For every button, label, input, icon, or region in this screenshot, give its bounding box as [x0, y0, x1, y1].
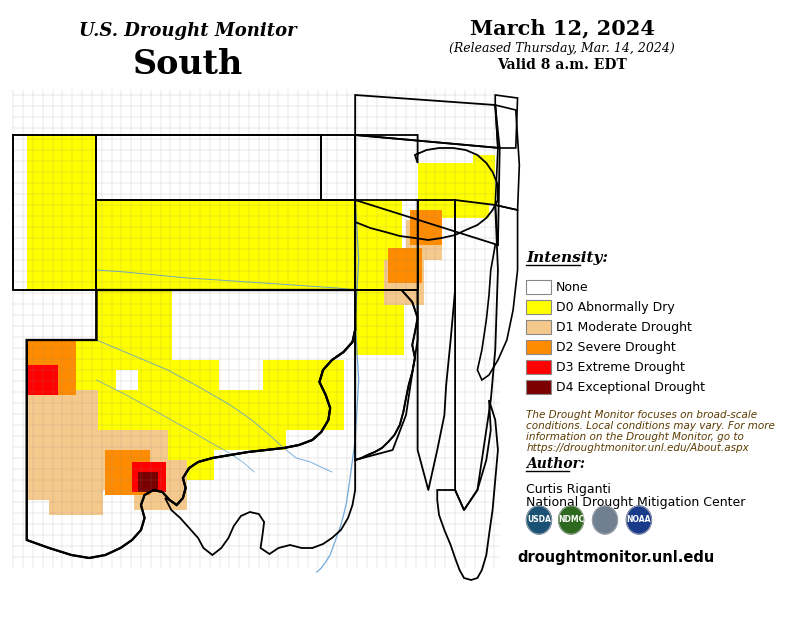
Bar — [26, 135, 96, 290]
Bar — [388, 248, 422, 283]
Bar — [14, 90, 500, 568]
Bar — [26, 390, 98, 470]
Text: The Drought Monitor focuses on broad-scale: The Drought Monitor focuses on broad-sca… — [526, 410, 758, 420]
Bar — [71, 390, 142, 445]
Text: USDA: USDA — [527, 515, 551, 525]
Text: droughtmonitor.unl.edu: droughtmonitor.unl.edu — [517, 550, 714, 565]
Text: D2 Severe Drought: D2 Severe Drought — [556, 341, 676, 353]
Bar — [384, 260, 424, 305]
Bar — [526, 320, 551, 334]
Bar — [406, 220, 442, 260]
Bar — [134, 460, 187, 510]
Bar — [418, 163, 489, 218]
Circle shape — [558, 506, 583, 534]
Bar — [26, 340, 116, 410]
Circle shape — [526, 506, 551, 534]
Bar — [526, 340, 551, 354]
Bar — [96, 290, 172, 370]
Bar — [526, 380, 551, 394]
Text: U.S. Drought Monitor: U.S. Drought Monitor — [78, 22, 296, 40]
Bar — [96, 200, 168, 290]
Bar — [263, 360, 343, 430]
Bar — [96, 430, 168, 490]
Text: conditions. Local conditions may vary. For more: conditions. Local conditions may vary. F… — [526, 421, 775, 431]
Text: https://droughtmonitor.unl.edu/About.aspx: https://droughtmonitor.unl.edu/About.asp… — [526, 443, 750, 453]
Bar — [473, 155, 495, 205]
Text: None: None — [556, 281, 589, 294]
Circle shape — [593, 506, 618, 534]
Text: D4 Exceptional Drought: D4 Exceptional Drought — [556, 381, 705, 394]
Bar — [138, 472, 158, 492]
Text: (Released Thursday, Mar. 14, 2024): (Released Thursday, Mar. 14, 2024) — [450, 42, 675, 55]
Text: South: South — [132, 48, 242, 81]
Bar — [214, 390, 286, 450]
Bar — [355, 290, 404, 355]
Bar — [49, 470, 102, 515]
Text: NOAA: NOAA — [626, 515, 651, 525]
Bar — [526, 360, 551, 374]
Text: D1 Moderate Drought: D1 Moderate Drought — [556, 321, 692, 334]
Bar — [96, 200, 355, 290]
Bar — [132, 462, 166, 492]
Bar — [165, 410, 214, 480]
Text: D3 Extreme Drought: D3 Extreme Drought — [556, 360, 685, 373]
Bar — [106, 450, 150, 495]
Text: information on the Drought Monitor, go to: information on the Drought Monitor, go t… — [526, 432, 744, 442]
Text: NDMC: NDMC — [558, 515, 584, 525]
Text: National Drought Mitigation Center: National Drought Mitigation Center — [526, 496, 746, 509]
Text: Author:: Author: — [526, 457, 586, 471]
Bar — [526, 300, 551, 314]
Bar — [410, 210, 442, 245]
Bar — [26, 365, 58, 395]
Bar — [96, 200, 355, 290]
Text: Curtis Riganti: Curtis Riganti — [526, 483, 611, 496]
Bar — [26, 440, 76, 500]
Text: Intensity:: Intensity: — [526, 251, 609, 265]
Text: Valid 8 a.m. EDT: Valid 8 a.m. EDT — [498, 58, 627, 72]
Bar — [96, 135, 322, 200]
Text: D0 Abnormally Dry: D0 Abnormally Dry — [556, 300, 674, 313]
Bar — [355, 250, 409, 305]
Bar — [330, 200, 402, 275]
Bar — [26, 340, 76, 395]
Bar — [138, 360, 218, 440]
Bar — [526, 280, 551, 294]
Text: March 12, 2024: March 12, 2024 — [470, 18, 654, 38]
Circle shape — [626, 506, 651, 534]
